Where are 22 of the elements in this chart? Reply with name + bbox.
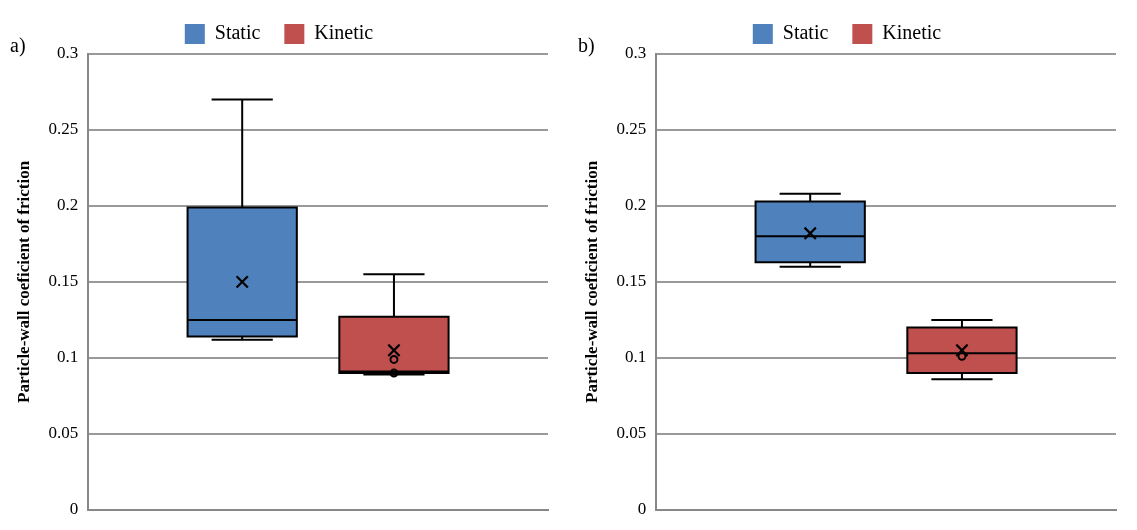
y-tick-label: 0.05 <box>48 423 79 443</box>
legend-label: Static <box>214 21 261 44</box>
y-axis-title: Particle-wall coeficient of friction <box>581 160 601 403</box>
y-tick-label: 0 <box>637 499 647 519</box>
y-tick-label: 0.25 <box>48 119 79 139</box>
y-tick-label: 0.15 <box>48 271 79 291</box>
y-tick-label: 0.2 <box>624 195 647 215</box>
y-tick-label: 0.3 <box>56 43 79 63</box>
chart-title: b) <box>578 34 595 57</box>
y-tick-label: 0.15 <box>616 271 647 291</box>
y-tick-label: 0.1 <box>56 347 79 367</box>
y-tick-label: 0 <box>69 499 79 519</box>
legend-label: Kinetic <box>314 21 374 44</box>
y-tick-label: 0.05 <box>616 423 647 443</box>
y-tick-label: 0.2 <box>56 195 79 215</box>
legend-label: Static <box>782 21 829 44</box>
y-tick-label: 0.25 <box>616 119 647 139</box>
y-axis-title: Particle-wall coeficient of friction <box>13 160 33 403</box>
chart-title: a) <box>10 34 26 57</box>
y-tick-label: 0.1 <box>624 347 647 367</box>
y-tick-label: 0.3 <box>624 43 647 63</box>
legend-label: Kinetic <box>882 21 942 44</box>
